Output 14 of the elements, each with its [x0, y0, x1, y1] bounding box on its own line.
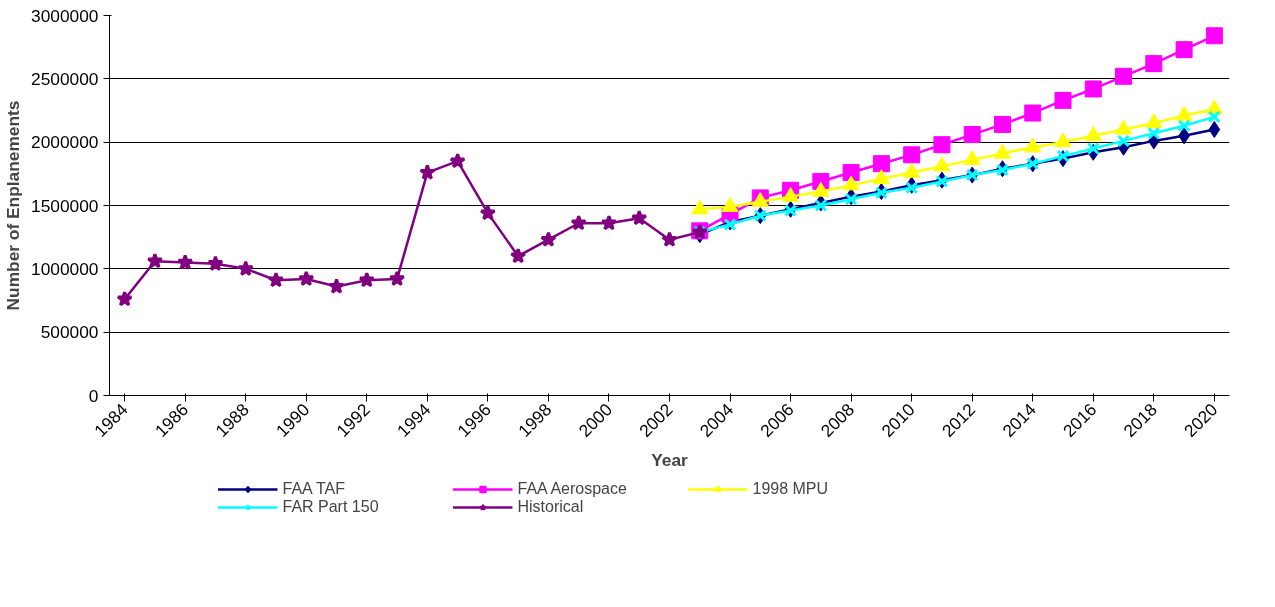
- legend-label: FAR Part 150: [282, 498, 380, 516]
- y-tick-label: 500000: [40, 322, 99, 343]
- y-tick-label: 2500000: [31, 68, 99, 89]
- y-tick-label: 1500000: [31, 195, 99, 216]
- x-axis-title: Year: [651, 450, 689, 471]
- legend-label: Historical: [517, 498, 585, 516]
- legend-label: 1998 MPU: [752, 480, 830, 498]
- legend-label: FAA TAF: [282, 480, 347, 498]
- y-tick-label: 0: [88, 385, 99, 406]
- y-tick-label: 3000000: [31, 5, 99, 26]
- y-tick-label: 1000000: [31, 258, 99, 279]
- y-tick-label: 2000000: [31, 132, 99, 153]
- legend-label: FAA Aerospace: [517, 480, 628, 498]
- y-axis-title: Number of Enplanements: [3, 100, 24, 311]
